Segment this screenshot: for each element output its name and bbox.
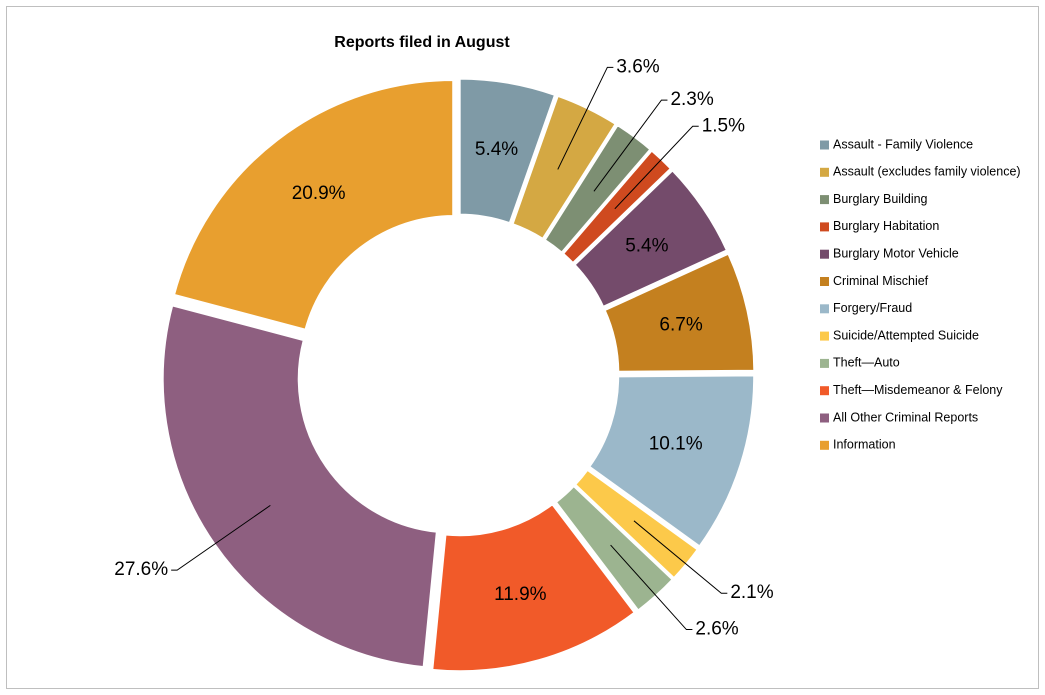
legend-label: All Other Criminal Reports <box>833 410 978 424</box>
data-label: 10.1% <box>649 434 703 455</box>
legend-swatch <box>820 277 829 286</box>
legend-label: Suicide/Attempted Suicide <box>833 328 979 342</box>
legend-swatch <box>820 304 829 314</box>
legend-label: Burglary Building <box>833 192 928 206</box>
data-label: 5.4% <box>625 235 668 256</box>
data-label: 2.3% <box>670 89 713 110</box>
leader-line <box>171 504 271 571</box>
data-label: 11.9% <box>494 584 547 605</box>
legend-label: Forgery/Fraud <box>833 301 912 315</box>
leader-line <box>557 66 614 170</box>
data-label: 6.7% <box>659 315 702 336</box>
data-label: 2.1% <box>730 582 773 603</box>
legend-swatch <box>820 222 829 232</box>
data-label: 2.6% <box>695 619 738 640</box>
chart-title: Reports filed in August <box>334 34 510 51</box>
legend-swatch <box>820 358 829 368</box>
legend-label: Criminal Mischief <box>833 274 929 288</box>
data-label: 5.4% <box>475 139 518 160</box>
leader-line <box>633 520 728 594</box>
donut-slice <box>553 483 676 614</box>
donut-slice <box>160 302 440 670</box>
legend-label: Assault (excludes family violence) <box>833 165 1021 179</box>
data-label: 1.5% <box>702 115 745 136</box>
legend-swatch <box>820 440 829 450</box>
legend-label: Burglary Motor Vehicle <box>833 246 959 260</box>
donut-slice <box>571 167 730 310</box>
leader-line <box>593 99 668 192</box>
legend-swatch <box>820 413 829 423</box>
legend-swatch <box>820 331 829 341</box>
legend-label: Assault - Family Violence <box>833 137 973 151</box>
legend-label: Theft—Auto <box>833 356 900 370</box>
donut-slice <box>457 76 558 226</box>
data-label: 27.6% <box>114 559 168 580</box>
legend-swatch <box>820 249 829 259</box>
legend-label: Information <box>833 438 896 452</box>
donut-slice <box>430 501 638 674</box>
donut-slice <box>171 77 456 333</box>
donut-slice <box>586 373 757 550</box>
data-label: 3.6% <box>616 56 659 77</box>
leader-line <box>610 544 693 631</box>
data-label: 20.9% <box>292 183 346 204</box>
legend-swatch <box>820 140 829 150</box>
legend-label: Theft—Misdemeanor & Felony <box>833 383 1003 397</box>
legend-label: Burglary Habitation <box>833 219 939 233</box>
legend-swatch <box>820 195 829 205</box>
donut-slice <box>602 251 757 374</box>
leader-line <box>614 125 699 210</box>
legend-swatch <box>820 386 829 396</box>
legend-swatch <box>820 167 829 177</box>
